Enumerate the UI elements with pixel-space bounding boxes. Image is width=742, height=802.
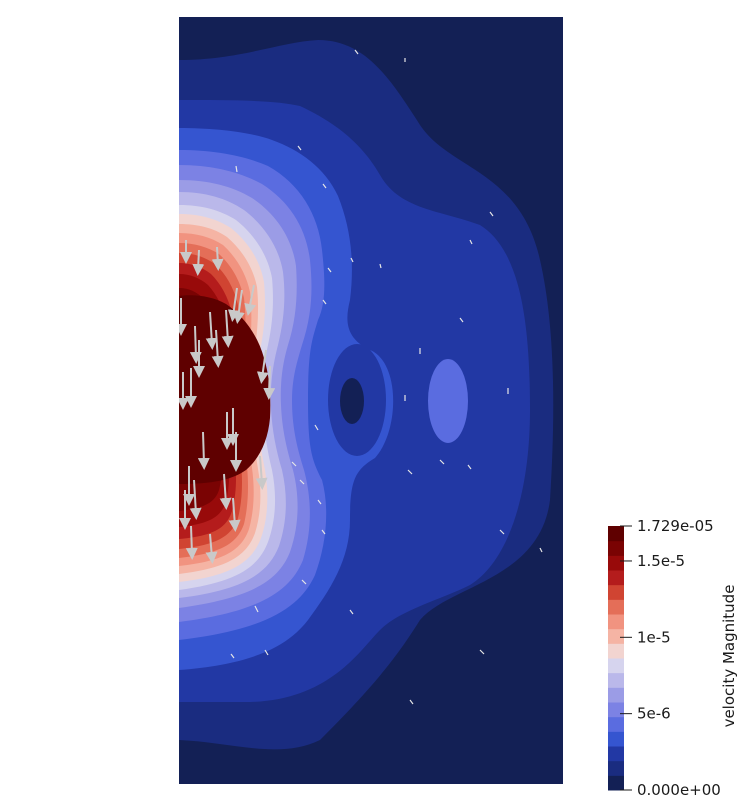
colorbar-tick-label: 1.729e-05	[637, 517, 714, 535]
colorbar-band	[608, 760, 624, 776]
secondary-bump	[428, 359, 468, 443]
colorbar-title: velocity Magnitude	[720, 585, 738, 728]
vortex-inner	[340, 378, 364, 424]
colorbar-band	[608, 584, 624, 600]
colorbar-tick-label: 1e-5	[637, 628, 671, 646]
colorbar-band	[608, 540, 624, 556]
colorbar-band	[608, 555, 624, 571]
field-band	[179, 295, 271, 484]
colorbar-ticks: 1.729e-05 1.5e-5 1e-5 5e-6 0.000e+00	[620, 517, 721, 799]
colorbar-band	[608, 526, 624, 542]
colorbar-band	[608, 614, 624, 630]
colorbar-tick-label: 5e-6	[637, 705, 671, 723]
colorbar-band	[608, 746, 624, 762]
colorbar-band	[608, 731, 624, 747]
colorbar-band	[608, 628, 624, 644]
colorbar: 1.729e-05 1.5e-5 1e-5 5e-6 0.000e+00 velocit…	[608, 517, 738, 799]
colorbar-band	[608, 687, 624, 703]
colorbar-band	[608, 570, 624, 586]
colorbar-band	[608, 716, 624, 732]
velocity-field	[179, 17, 563, 784]
colorbar-band	[608, 775, 624, 791]
colorbar-band	[608, 672, 624, 688]
colorbar-band	[608, 702, 624, 718]
colorbar-tick-label: 0.000e+00	[637, 781, 721, 799]
colorbar-tick-label: 1.5e-5	[637, 552, 685, 570]
colorbar-band	[608, 643, 624, 659]
colorbar-bands	[608, 526, 624, 791]
arrow-glyphs-small	[230, 49, 543, 705]
arrow-glyphs	[179, 240, 276, 564]
colorbar-band	[608, 658, 624, 674]
colorbar-band	[608, 599, 624, 615]
